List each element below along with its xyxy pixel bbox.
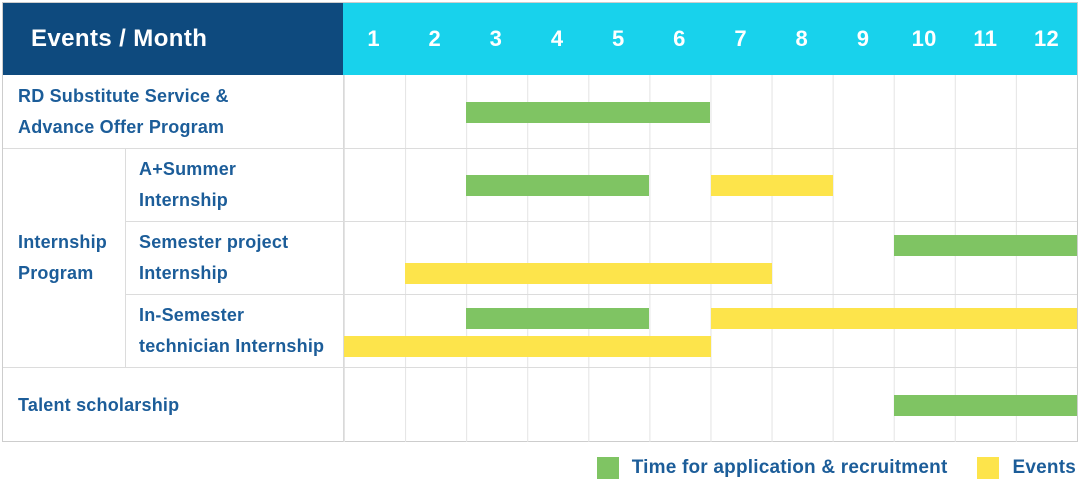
month-label-10: 10 xyxy=(911,26,937,51)
internship-program-section: Internship Program A+Summer Internship xyxy=(3,149,1077,368)
gantt-track-in-semester-technician xyxy=(343,295,1077,367)
row-label-line: In-Semester xyxy=(139,305,245,325)
row-label-cell: Talent scholarship xyxy=(3,368,343,442)
header-row: Events / Month 1 2 3 4 5 6 7 8 9 10 11 1… xyxy=(3,3,1077,75)
row-label-line: Advance Offer Program xyxy=(18,116,225,137)
legend: Time for application & recruitment Event… xyxy=(0,442,1078,494)
row-in-semester-technician-internship: In-Semester technician Internship xyxy=(126,295,1077,367)
legend-item-events: Events xyxy=(977,457,1076,479)
row-a-summer-internship: A+Summer Internship xyxy=(126,149,1077,222)
gantt-bar-application xyxy=(893,235,1077,256)
gantt-bar-application xyxy=(466,308,650,329)
legend-item-application: Time for application & recruitment xyxy=(596,457,948,479)
month-label-9: 9 xyxy=(856,26,870,51)
row-label-line: A+Summer xyxy=(139,159,237,179)
gantt-bar-events xyxy=(344,336,711,357)
gantt-track-talent-scholarship xyxy=(343,368,1077,442)
legend-swatch-yellow xyxy=(977,457,1000,479)
row-label-cell: RD Substitute Service & Advance Offer Pr… xyxy=(3,75,343,148)
row-label-line: Internship xyxy=(139,190,229,210)
legend-label-application: Time for application & recruitment xyxy=(631,457,948,478)
month-label-4: 4 xyxy=(550,26,564,51)
month-label-8: 8 xyxy=(795,26,809,51)
row-label: A+Summer Internship xyxy=(139,154,236,216)
schedule-table: Events / Month 1 2 3 4 5 6 7 8 9 10 11 1… xyxy=(2,2,1078,442)
gantt-track-rd-substitute xyxy=(343,75,1077,148)
row-label-line: Semester project xyxy=(139,232,289,252)
month-label-12: 12 xyxy=(1033,26,1060,51)
internship-program-subrows: A+Summer Internship Semester project Int… xyxy=(126,149,1077,367)
row-label-cell: In-Semester technician Internship xyxy=(126,295,343,367)
page-title: Events / Month xyxy=(31,25,208,52)
row-label-line: technician Internship xyxy=(139,336,325,356)
month-label-1: 1 xyxy=(367,26,380,51)
header-title-cell: Events / Month xyxy=(3,3,343,75)
gantt-bar-application xyxy=(466,101,711,123)
legend-swatch-green xyxy=(596,457,619,479)
row-rd-substitute-service: RD Substitute Service & Advance Offer Pr… xyxy=(3,75,1077,149)
row-label: In-Semester technician Internship xyxy=(139,300,324,362)
gantt-bar-events xyxy=(710,308,1077,329)
gantt-bar-application xyxy=(893,395,1077,416)
row-label: Talent scholarship xyxy=(18,390,179,421)
group-label: Internship Program xyxy=(18,232,108,283)
month-label-5: 5 xyxy=(612,26,625,51)
gantt-track-a-summer xyxy=(343,149,1077,221)
gantt-bar-events xyxy=(405,263,772,284)
gantt-bar-application xyxy=(466,175,650,196)
month-label-6: 6 xyxy=(673,26,686,51)
row-label-line: RD Substitute Service & xyxy=(18,85,229,106)
month-label-11: 11 xyxy=(973,26,998,51)
gantt-track-semester-project xyxy=(343,222,1077,294)
row-semester-project-internship: Semester project Internship xyxy=(126,222,1077,295)
legend-label-events: Events xyxy=(1012,457,1076,478)
gantt-bar-events xyxy=(710,175,833,196)
row-label: Semester project Internship xyxy=(139,227,288,289)
row-talent-scholarship: Talent scholarship xyxy=(3,368,1077,442)
row-label-line: Internship xyxy=(139,263,229,283)
row-label: RD Substitute Service & Advance Offer Pr… xyxy=(18,81,229,143)
row-label-line: Talent scholarship xyxy=(18,394,180,415)
row-label-cell: Semester project Internship xyxy=(126,222,343,294)
month-label-3: 3 xyxy=(489,26,503,51)
group-label-cell: Internship Program xyxy=(3,149,126,367)
row-label-cell: A+Summer Internship xyxy=(126,149,343,221)
month-label-7: 7 xyxy=(734,26,747,51)
month-header: 1 2 3 4 5 6 7 8 9 10 11 12 xyxy=(343,3,1077,75)
month-label-2: 2 xyxy=(428,26,442,51)
